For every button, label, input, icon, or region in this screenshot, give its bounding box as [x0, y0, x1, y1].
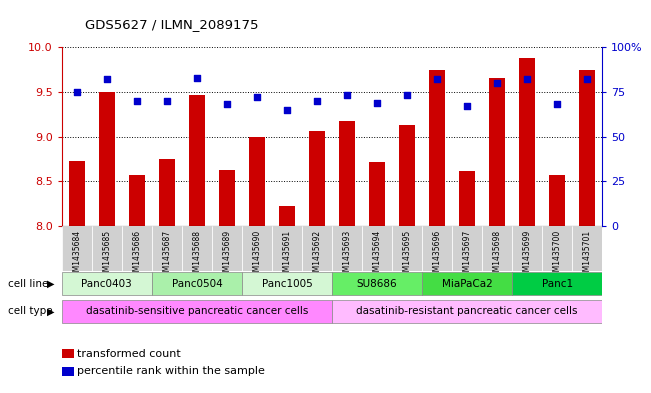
- Bar: [249, 136, 265, 393]
- Text: ▶: ▶: [46, 279, 54, 289]
- Text: Panc1005: Panc1005: [262, 279, 312, 289]
- Text: GSM1435694: GSM1435694: [372, 230, 381, 281]
- FancyBboxPatch shape: [122, 226, 152, 271]
- Point: [582, 76, 592, 83]
- Text: ▶: ▶: [46, 307, 54, 316]
- Bar: [519, 58, 535, 393]
- Bar: [579, 70, 596, 393]
- FancyBboxPatch shape: [332, 226, 362, 271]
- Text: cell type: cell type: [8, 307, 53, 316]
- FancyBboxPatch shape: [332, 272, 422, 296]
- Text: SU8686: SU8686: [357, 279, 397, 289]
- FancyBboxPatch shape: [422, 272, 512, 296]
- Text: GSM1435692: GSM1435692: [312, 230, 322, 281]
- Point: [462, 103, 472, 109]
- Bar: [159, 159, 175, 393]
- Text: GSM1435687: GSM1435687: [162, 230, 171, 281]
- Bar: [339, 121, 355, 393]
- FancyBboxPatch shape: [152, 226, 182, 271]
- Text: percentile rank within the sample: percentile rank within the sample: [77, 366, 266, 376]
- Text: GSM1435691: GSM1435691: [283, 230, 292, 281]
- Point: [342, 92, 352, 99]
- Bar: [129, 175, 145, 393]
- Bar: [368, 162, 385, 393]
- FancyBboxPatch shape: [392, 226, 422, 271]
- Text: Panc1: Panc1: [542, 279, 573, 289]
- FancyBboxPatch shape: [272, 226, 302, 271]
- FancyBboxPatch shape: [62, 300, 332, 323]
- Point: [132, 97, 142, 104]
- FancyBboxPatch shape: [212, 226, 242, 271]
- Point: [102, 76, 112, 83]
- FancyBboxPatch shape: [242, 272, 332, 296]
- Bar: [279, 206, 296, 393]
- FancyBboxPatch shape: [332, 300, 602, 323]
- Point: [191, 74, 202, 81]
- Text: Panc0403: Panc0403: [81, 279, 132, 289]
- FancyBboxPatch shape: [92, 226, 122, 271]
- FancyBboxPatch shape: [182, 226, 212, 271]
- Bar: [429, 70, 445, 393]
- Bar: [189, 95, 205, 393]
- Bar: [399, 125, 415, 393]
- Point: [402, 92, 412, 99]
- Text: GSM1435698: GSM1435698: [493, 230, 502, 281]
- Bar: [459, 171, 475, 393]
- Text: GSM1435693: GSM1435693: [342, 230, 352, 281]
- Point: [72, 89, 82, 95]
- FancyBboxPatch shape: [62, 226, 92, 271]
- FancyBboxPatch shape: [512, 226, 542, 271]
- Text: GDS5627 / ILMN_2089175: GDS5627 / ILMN_2089175: [85, 18, 258, 31]
- Bar: [68, 161, 85, 393]
- FancyBboxPatch shape: [542, 226, 572, 271]
- Bar: [309, 131, 326, 393]
- Text: dasatinib-resistant pancreatic cancer cells: dasatinib-resistant pancreatic cancer ce…: [356, 307, 578, 316]
- Text: dasatinib-sensitive pancreatic cancer cells: dasatinib-sensitive pancreatic cancer ce…: [86, 307, 308, 316]
- Point: [522, 76, 533, 83]
- Point: [492, 80, 503, 86]
- Point: [552, 101, 562, 108]
- Text: GSM1435697: GSM1435697: [463, 230, 471, 281]
- FancyBboxPatch shape: [62, 272, 152, 296]
- FancyBboxPatch shape: [362, 226, 392, 271]
- FancyBboxPatch shape: [452, 226, 482, 271]
- FancyBboxPatch shape: [512, 272, 602, 296]
- Bar: [219, 170, 235, 393]
- Text: GSM1435701: GSM1435701: [583, 230, 592, 281]
- Text: Panc0504: Panc0504: [172, 279, 222, 289]
- Text: GSM1435688: GSM1435688: [193, 230, 201, 281]
- Text: GSM1435685: GSM1435685: [102, 230, 111, 281]
- FancyBboxPatch shape: [242, 226, 272, 271]
- Text: GSM1435684: GSM1435684: [72, 230, 81, 281]
- Point: [432, 76, 442, 83]
- Text: GSM1435699: GSM1435699: [523, 230, 532, 281]
- Point: [312, 97, 322, 104]
- Text: GSM1435695: GSM1435695: [402, 230, 411, 281]
- Point: [282, 107, 292, 113]
- Text: GSM1435696: GSM1435696: [432, 230, 441, 281]
- Text: GSM1435689: GSM1435689: [223, 230, 232, 281]
- Point: [161, 97, 172, 104]
- FancyBboxPatch shape: [302, 226, 332, 271]
- Point: [222, 101, 232, 108]
- FancyBboxPatch shape: [422, 226, 452, 271]
- Point: [252, 94, 262, 100]
- Text: transformed count: transformed count: [77, 349, 181, 359]
- FancyBboxPatch shape: [152, 272, 242, 296]
- Text: cell line: cell line: [8, 279, 48, 289]
- FancyBboxPatch shape: [482, 226, 512, 271]
- Bar: [98, 92, 115, 393]
- Point: [372, 99, 382, 106]
- Text: GSM1435686: GSM1435686: [132, 230, 141, 281]
- Text: GSM1435700: GSM1435700: [553, 230, 562, 281]
- Bar: [549, 175, 566, 393]
- Text: GSM1435690: GSM1435690: [253, 230, 262, 281]
- Bar: [489, 79, 505, 393]
- Text: MiaPaCa2: MiaPaCa2: [442, 279, 492, 289]
- FancyBboxPatch shape: [572, 226, 602, 271]
